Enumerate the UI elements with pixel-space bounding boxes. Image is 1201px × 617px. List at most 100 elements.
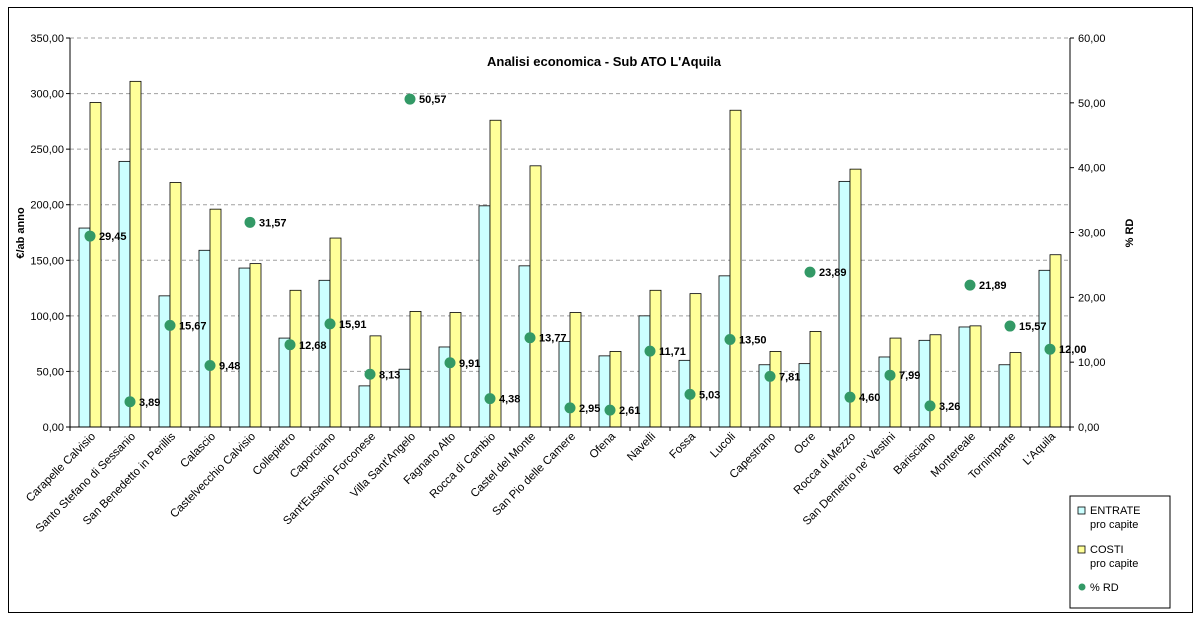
bar-entrate xyxy=(318,279,331,428)
bar-costi xyxy=(969,325,982,428)
category-label: Castelvecchio Calvisio xyxy=(168,431,258,521)
rd-data-label: 13,77 xyxy=(539,333,567,345)
rd-data-label: 2,61 xyxy=(619,405,640,417)
bar-entrate xyxy=(798,363,811,428)
category-label: Carapelle Calvisio xyxy=(24,431,98,505)
bar-costi xyxy=(489,119,502,428)
bar-entrate xyxy=(238,267,251,428)
bar-costi xyxy=(809,331,822,428)
rd-point xyxy=(404,93,416,105)
rd-data-label: 5,03 xyxy=(699,389,720,401)
category-label: Fossa xyxy=(667,430,698,461)
rd-point xyxy=(484,393,496,405)
rd-data-label: 50,57 xyxy=(419,94,447,106)
bar-costi xyxy=(1049,254,1062,428)
rd-data-label: 15,91 xyxy=(339,319,367,331)
legend-label-entrate: pro capite xyxy=(1090,519,1138,531)
rd-data-label: 11,71 xyxy=(659,346,686,358)
bar-entrate xyxy=(838,180,851,428)
y2-tick-label: 30,00 xyxy=(1078,228,1106,240)
rd-points: 29,45 3,89 15,67 9,48 31,57 12,68 15,91 8,13 50,… xyxy=(84,93,1087,417)
rd-point xyxy=(684,388,696,400)
y-axis-ticks: 0,00 50,00 100,00 150,00 200,00 250,00 300,00 3… xyxy=(30,33,70,434)
rd-data-label: 8,13 xyxy=(379,369,400,381)
legend-swatch-costi xyxy=(1077,545,1086,554)
y2-tick-label: 10,00 xyxy=(1078,357,1106,369)
y2-tick-label: 40,00 xyxy=(1078,163,1106,175)
rd-data-label: 21,89 xyxy=(979,280,1007,292)
y2-tick-label: 60,00 xyxy=(1078,33,1106,45)
category-label: Ofena xyxy=(587,430,618,461)
rd-data-label: 4,60 xyxy=(859,392,880,404)
bar-entrate xyxy=(918,339,931,428)
bar-costi xyxy=(729,109,742,428)
rd-point xyxy=(1004,320,1016,332)
rd-data-label: 15,67 xyxy=(179,320,207,332)
bar-entrate xyxy=(78,227,91,428)
bar-entrate xyxy=(558,341,571,428)
bar-entrate xyxy=(118,160,131,428)
y-tick-label: 100,00 xyxy=(30,311,64,323)
rd-data-label: 3,89 xyxy=(139,397,160,409)
bar-costi xyxy=(889,337,902,428)
rd-data-label: 31,57 xyxy=(259,217,287,229)
rd-point xyxy=(444,357,456,369)
rd-point xyxy=(924,400,936,412)
legend-label-costi: COSTI xyxy=(1090,544,1124,556)
rd-point xyxy=(884,369,896,381)
rd-data-label: 3,26 xyxy=(939,401,960,413)
y-tick-label: 150,00 xyxy=(30,255,64,267)
rd-point xyxy=(284,339,296,351)
bar-costi xyxy=(849,168,862,428)
rd-point xyxy=(844,391,856,403)
rd-data-label: 9,91 xyxy=(459,358,480,370)
rd-data-label: 15,57 xyxy=(1019,321,1047,333)
y-axis-title: €/ab anno xyxy=(15,207,27,259)
rd-point xyxy=(764,370,776,382)
legend-swatch-entrate xyxy=(1077,506,1086,515)
y-tick-label: 250,00 xyxy=(30,144,64,156)
bar-costi xyxy=(129,80,142,428)
rd-point xyxy=(964,279,976,291)
rd-point xyxy=(244,216,256,228)
category-label: Navelli xyxy=(625,431,658,464)
rd-data-label: 12,68 xyxy=(299,340,327,352)
legend-label-costi: pro capite xyxy=(1090,558,1138,570)
bar-costi xyxy=(929,334,942,428)
y2-axis-title: % RD xyxy=(1124,219,1136,248)
bar-entrate xyxy=(278,337,291,428)
rd-point xyxy=(204,360,216,372)
rd-data-label: 2,95 xyxy=(579,403,600,415)
bar-entrate xyxy=(518,265,531,428)
rd-point xyxy=(124,396,136,408)
category-label: L'Aquila xyxy=(1021,430,1059,468)
bar-costi xyxy=(249,263,262,428)
bar-entrate xyxy=(958,326,971,428)
rd-data-label: 23,89 xyxy=(819,267,847,279)
rd-data-label: 7,99 xyxy=(899,370,920,382)
bar-costi xyxy=(649,289,662,428)
bar-costi xyxy=(769,351,782,428)
bar-entrate xyxy=(358,385,371,428)
bar-costi xyxy=(689,293,702,428)
rd-point xyxy=(164,319,176,331)
rd-data-label: 7,81 xyxy=(779,371,800,383)
bar-costi xyxy=(89,102,102,428)
bar-entrate xyxy=(998,364,1011,428)
rd-point xyxy=(644,345,656,357)
category-label: Lucoli xyxy=(708,431,738,461)
rd-point xyxy=(1044,343,1056,355)
rd-point xyxy=(364,368,376,380)
rd-point xyxy=(604,404,616,416)
rd-point xyxy=(84,230,96,242)
bar-costi xyxy=(409,311,422,428)
y2-axis-ticks: 0,00 10,00 20,00 30,00 40,00 50,00 60,00 xyxy=(1070,33,1106,434)
legend: ENTRATE pro capite COSTI pro capite % RD xyxy=(1069,495,1171,609)
bar-costi xyxy=(289,289,302,428)
rd-data-label: 4,38 xyxy=(499,394,520,406)
y-tick-label: 200,00 xyxy=(30,200,64,212)
rd-point xyxy=(564,402,576,414)
bar-costi xyxy=(1009,352,1022,428)
rd-data-label: 29,45 xyxy=(99,231,127,243)
